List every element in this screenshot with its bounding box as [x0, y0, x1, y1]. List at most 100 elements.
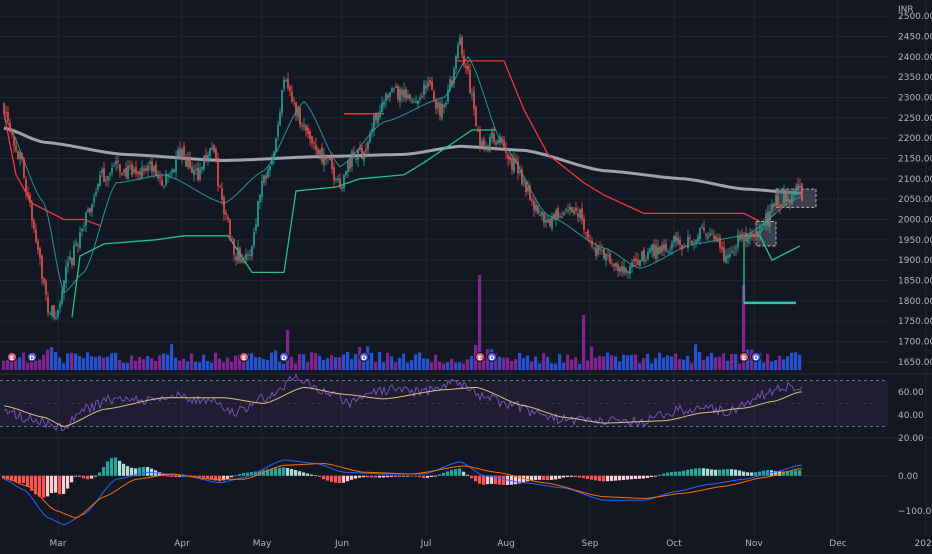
candle-body[interactable]: [143, 168, 145, 171]
candle-body[interactable]: [271, 159, 273, 166]
candle-body[interactable]: [505, 148, 507, 154]
candle-body[interactable]: [539, 214, 541, 217]
candle-body[interactable]: [433, 91, 435, 100]
candle-body[interactable]: [481, 141, 483, 147]
candle-body[interactable]: [135, 167, 137, 174]
candle-body[interactable]: [565, 209, 567, 211]
candle-body[interactable]: [251, 246, 253, 257]
candle-body[interactable]: [583, 218, 585, 230]
candle-body[interactable]: [525, 182, 527, 193]
candle-body[interactable]: [445, 102, 447, 105]
candle-body[interactable]: [43, 278, 45, 283]
candle-body[interactable]: [91, 203, 93, 212]
candle-body[interactable]: [319, 149, 321, 155]
candle-body[interactable]: [321, 147, 323, 162]
candle-body[interactable]: [211, 147, 213, 150]
candle-body[interactable]: [213, 145, 215, 152]
candle-body[interactable]: [493, 134, 495, 142]
candle-body[interactable]: [31, 204, 33, 221]
candle-body[interactable]: [759, 230, 761, 235]
candle-body[interactable]: [307, 127, 309, 135]
candle-body[interactable]: [199, 168, 201, 180]
candle-body[interactable]: [451, 80, 453, 86]
candle-body[interactable]: [781, 204, 783, 206]
candle-body[interactable]: [507, 154, 509, 159]
candle-body[interactable]: [595, 247, 597, 256]
macd-pane[interactable]: [0, 457, 888, 526]
candle-body[interactable]: [635, 258, 637, 262]
candle-body[interactable]: [221, 187, 223, 200]
candle-body[interactable]: [689, 238, 691, 240]
candle-body[interactable]: [167, 174, 169, 176]
candle-body[interactable]: [623, 266, 625, 274]
candle-body[interactable]: [769, 210, 771, 227]
candle-body[interactable]: [473, 91, 475, 109]
candle-body[interactable]: [165, 173, 167, 185]
candle-body[interactable]: [227, 217, 229, 220]
candle-body[interactable]: [79, 232, 81, 249]
candle-body[interactable]: [301, 124, 303, 126]
candle-body[interactable]: [97, 183, 99, 190]
candle-body[interactable]: [589, 240, 591, 242]
candle-body[interactable]: [131, 164, 133, 175]
earnings-marker[interactable]: [475, 352, 485, 362]
candle-body[interactable]: [389, 92, 391, 97]
candle-body[interactable]: [569, 206, 571, 210]
candle-body[interactable]: [37, 241, 39, 251]
candle-body[interactable]: [327, 157, 329, 159]
candle-body[interactable]: [593, 247, 595, 249]
candle-body[interactable]: [661, 245, 663, 252]
candle-body[interactable]: [637, 260, 639, 266]
candle-body[interactable]: [171, 170, 173, 173]
candle-body[interactable]: [193, 170, 195, 175]
candle-body[interactable]: [461, 37, 463, 56]
candle-body[interactable]: [621, 266, 623, 272]
candle-body[interactable]: [741, 233, 743, 240]
candle-body[interactable]: [201, 166, 203, 170]
candle-body[interactable]: [289, 86, 291, 92]
candle-body[interactable]: [501, 137, 503, 142]
candle-body[interactable]: [709, 233, 711, 236]
candle-body[interactable]: [555, 210, 557, 220]
candle-body[interactable]: [653, 244, 655, 257]
candle-body[interactable]: [223, 197, 225, 214]
candle-body[interactable]: [67, 262, 69, 267]
candle-body[interactable]: [415, 101, 417, 103]
candle-body[interactable]: [695, 240, 697, 244]
candle-body[interactable]: [577, 213, 579, 217]
candle-body[interactable]: [157, 174, 159, 179]
candle-body[interactable]: [123, 169, 125, 173]
candle-body[interactable]: [3, 103, 5, 114]
candle-body[interactable]: [23, 158, 25, 178]
candle-body[interactable]: [735, 246, 737, 249]
candle-body[interactable]: [677, 237, 679, 244]
candle-body[interactable]: [287, 78, 289, 89]
candle-body[interactable]: [229, 219, 231, 237]
candle-body[interactable]: [371, 128, 373, 132]
candle-body[interactable]: [313, 142, 315, 145]
candle-body[interactable]: [711, 233, 713, 235]
candle-body[interactable]: [737, 234, 739, 247]
candle-body[interactable]: [797, 184, 799, 189]
candle-body[interactable]: [209, 148, 211, 156]
candle-body[interactable]: [529, 185, 531, 200]
candle-body[interactable]: [597, 246, 599, 255]
candle-body[interactable]: [297, 107, 299, 117]
candle-body[interactable]: [425, 85, 427, 89]
candle-body[interactable]: [137, 171, 139, 174]
candle-body[interactable]: [649, 248, 651, 253]
candle-body[interactable]: [793, 192, 795, 195]
candle-body[interactable]: [651, 244, 653, 251]
candle-body[interactable]: [21, 153, 23, 160]
candle-body[interactable]: [365, 149, 367, 152]
candle-body[interactable]: [87, 209, 89, 213]
candle-body[interactable]: [551, 216, 553, 229]
candle-body[interactable]: [325, 155, 327, 160]
candle-body[interactable]: [53, 305, 55, 318]
candle-body[interactable]: [177, 149, 179, 157]
candle-body[interactable]: [581, 208, 583, 220]
candle-body[interactable]: [799, 185, 801, 188]
candle-body[interactable]: [601, 250, 603, 252]
candle-body[interactable]: [615, 262, 617, 267]
